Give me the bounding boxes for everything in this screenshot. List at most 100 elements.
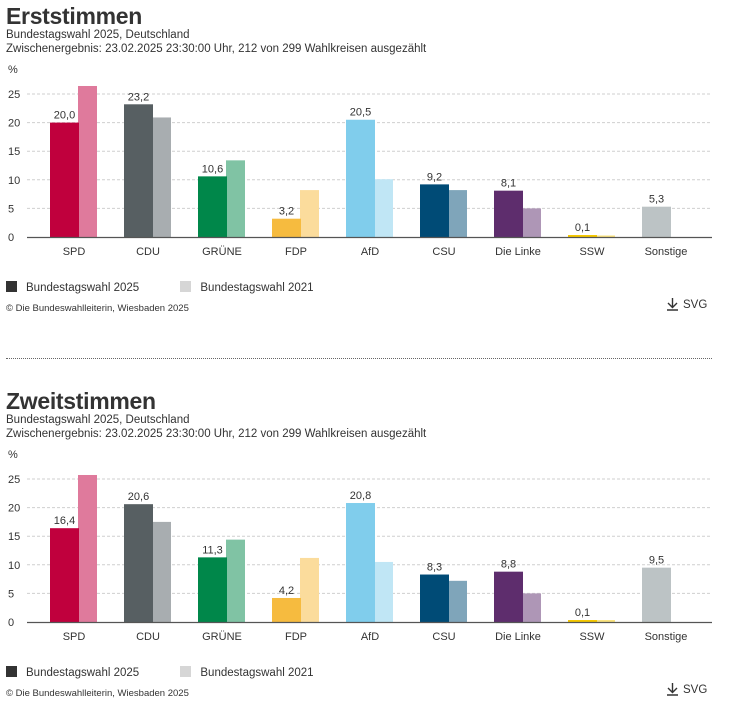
data-label: 23,2 (128, 91, 149, 103)
y-tick-label: 10 (8, 175, 20, 187)
chart-status: Zwischenergebnis: 23.02.2025 23:30:00 Uh… (6, 428, 427, 440)
bar-chart: % 0 5 10 15 20 25 16,4 SPD 20,6 CDU 11,3 GRÜNE 4,2 FDP… (8, 449, 712, 643)
bar-2021[interactable] (300, 190, 319, 237)
x-tick-label: CSU (432, 246, 455, 258)
legend-label: Bundestagswahl 2025 (26, 282, 140, 294)
bar-2021[interactable] (374, 179, 393, 237)
copyright: © Die Bundeswahlleiterin, Wiesbaden 2025 (6, 688, 189, 699)
bar-2021[interactable] (448, 190, 467, 237)
data-label: 10,6 (202, 163, 223, 175)
legend: Bundestagswahl 2025 Bundestagswahl 2021 (6, 281, 352, 294)
bar-2021[interactable] (226, 160, 245, 237)
bar-2025[interactable] (272, 597, 301, 622)
bar-2021[interactable] (448, 580, 467, 622)
bar-2025[interactable] (198, 176, 227, 237)
download-label: SVG (683, 684, 708, 696)
bar-2021[interactable] (522, 593, 541, 622)
data-label: 20,5 (350, 107, 371, 119)
data-label: 5,3 (649, 194, 664, 206)
data-label: 16,4 (54, 515, 75, 527)
bar-2025[interactable] (642, 567, 671, 622)
y-axis-unit: % (8, 449, 18, 461)
bar-2025[interactable] (494, 571, 523, 622)
bar-2025[interactable] (568, 235, 597, 237)
legend-label: Bundestagswahl 2025 (26, 667, 140, 679)
x-tick-label: AfD (361, 246, 379, 258)
bar-2021[interactable] (226, 539, 245, 622)
download-icon (667, 298, 678, 311)
x-tick-label: CSU (432, 631, 455, 643)
legend-item-2021[interactable]: Bundestagswahl 2021 (180, 666, 314, 679)
erststimmen-section: Erststimmen Bundestagswahl 2025, Deutsch… (0, 0, 732, 340)
legend-label: Bundestagswahl 2021 (200, 282, 314, 294)
download-icon (667, 683, 678, 696)
x-tick-label: Die Linke (495, 631, 541, 643)
x-tick-label: GRÜNE (202, 246, 242, 258)
chart-subtitle: Bundestagswahl 2025, Deutschland (6, 414, 190, 426)
x-tick-label: SSW (579, 246, 605, 258)
section-divider (6, 358, 712, 359)
bar-2021[interactable] (596, 235, 615, 238)
y-tick-label: 25 (8, 89, 20, 101)
chart-subtitle: Bundestagswahl 2025, Deutschland (6, 29, 190, 41)
erststimmen-chart: % 0 5 10 15 20 25 20,0 SPD 23,2 CDU 10,6 GRÜNE 3,2 FDP… (0, 60, 732, 260)
legend-swatch-2021 (180, 666, 192, 677)
x-tick-label: SSW (579, 631, 605, 643)
copyright: © Die Bundeswahlleiterin, Wiesbaden 2025 (6, 303, 189, 314)
x-tick-label: FDP (285, 246, 307, 258)
bar-2025[interactable] (346, 503, 375, 622)
download-svg-button[interactable]: SVG (666, 682, 707, 696)
bar-2021[interactable] (152, 521, 171, 622)
bar-2021[interactable] (374, 561, 393, 622)
bar-2025[interactable] (198, 557, 227, 622)
chart-title: Zweitstimmen (6, 388, 156, 414)
data-label: 9,5 (649, 555, 664, 567)
data-label: 8,1 (501, 178, 516, 190)
data-label: 3,2 (279, 206, 294, 218)
bar-2021[interactable] (152, 117, 171, 237)
data-label: 0,1 (575, 222, 590, 234)
legend-item-2025[interactable]: Bundestagswahl 2025 (6, 281, 139, 294)
x-tick-label: CDU (136, 246, 160, 258)
bar-2021[interactable] (78, 474, 97, 622)
y-tick-label: 25 (8, 474, 20, 486)
y-tick-label: 20 (8, 503, 20, 515)
bar-2025[interactable] (346, 119, 375, 237)
bar-2025[interactable] (50, 528, 79, 622)
bar-2025[interactable] (124, 104, 153, 237)
data-label: 11,3 (202, 544, 223, 556)
legend-swatch-2021 (180, 281, 192, 292)
bar-2025[interactable] (272, 218, 301, 237)
bar-2025[interactable] (124, 504, 153, 622)
bar-2025[interactable] (494, 190, 523, 237)
x-tick-label: CDU (136, 631, 160, 643)
legend-item-2021[interactable]: Bundestagswahl 2021 (180, 281, 314, 294)
data-label: 0,1 (575, 607, 590, 619)
y-tick-label: 20 (8, 118, 20, 130)
y-tick-label: 5 (8, 588, 14, 600)
bar-2025[interactable] (50, 122, 79, 237)
bar-2025[interactable] (642, 206, 671, 237)
y-tick-label: 0 (8, 617, 14, 629)
bar-2021[interactable] (78, 85, 97, 237)
bar-2025[interactable] (420, 184, 449, 237)
data-label: 8,8 (501, 559, 516, 571)
legend: Bundestagswahl 2025 Bundestagswahl 2021 (6, 666, 352, 679)
bar-2021[interactable] (522, 208, 541, 237)
x-tick-label: Sonstige (645, 631, 688, 643)
data-label: 9,2 (427, 171, 442, 183)
data-label: 8,3 (427, 562, 442, 574)
y-axis-unit: % (8, 64, 18, 76)
legend-item-2025[interactable]: Bundestagswahl 2025 (6, 666, 139, 679)
y-tick-label: 5 (8, 203, 14, 215)
bar-2025[interactable] (420, 574, 449, 622)
chart-status: Zwischenergebnis: 23.02.2025 23:30:00 Uh… (6, 43, 427, 55)
legend-swatch-2025 (6, 666, 17, 677)
bar-2025[interactable] (568, 620, 597, 622)
download-svg-button[interactable]: SVG (666, 297, 707, 311)
bar-2021[interactable] (596, 620, 615, 622)
bar-2021[interactable] (300, 557, 319, 622)
data-label: 4,2 (279, 585, 294, 597)
x-tick-label: SPD (63, 631, 86, 643)
zweitstimmen-section: Zweitstimmen Bundestagswahl 2025, Deutsc… (0, 385, 732, 713)
